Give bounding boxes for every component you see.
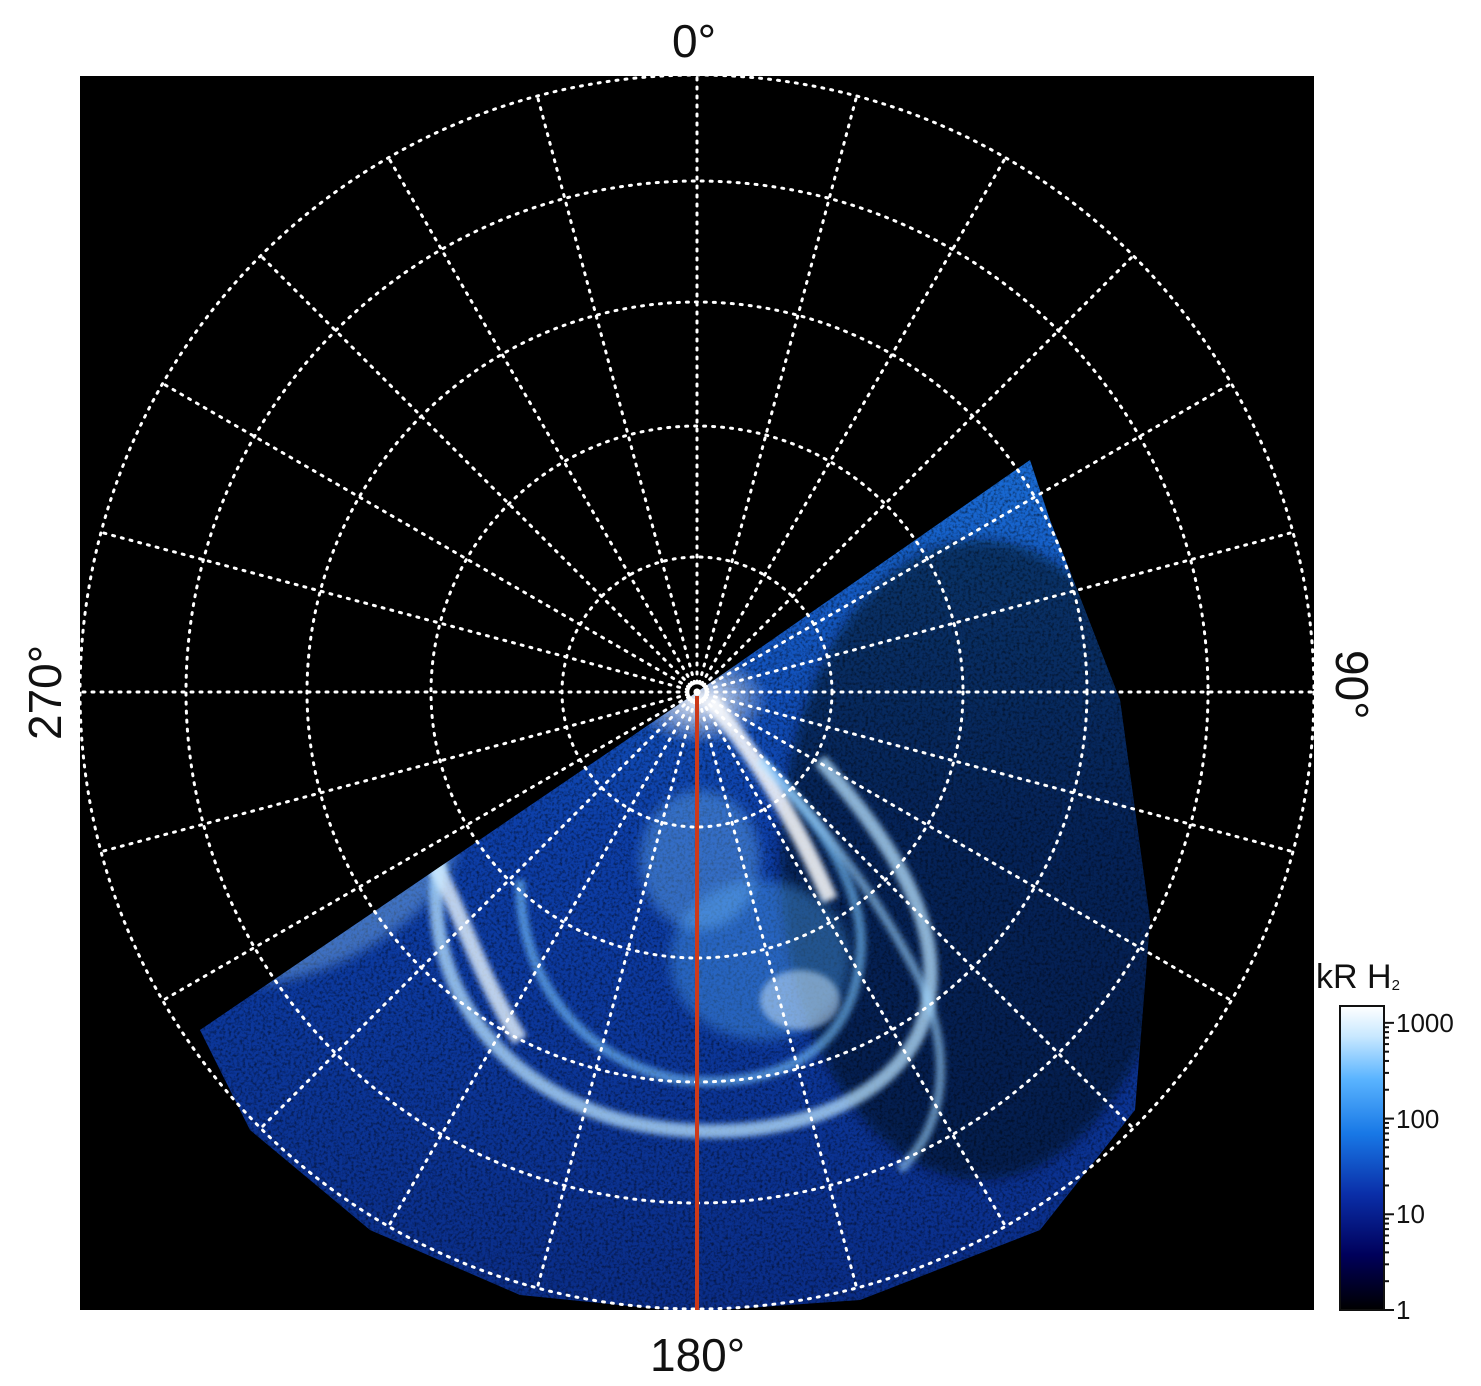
label-180-deg: 180° (650, 1329, 746, 1381)
label-90-deg: 90° (1326, 650, 1378, 720)
colorbar-title-text: kR H (1316, 958, 1392, 996)
label-270-deg: 270° (19, 644, 71, 740)
colorbar-tick-label: 1 (1396, 1295, 1411, 1325)
colorbar (1339, 1005, 1385, 1311)
colorbar-ticks (1384, 1021, 1394, 1311)
colorbar-tick-label: 10 (1396, 1199, 1425, 1230)
colorbar-tick-label: 1000 (1396, 1007, 1454, 1038)
colorbar-tick-label: 100 (1396, 1103, 1440, 1134)
colorbar-title: kR H2 (1316, 958, 1400, 997)
colorbar-title-subscript: 2 (1391, 977, 1400, 994)
label-0-deg: 0° (672, 15, 716, 67)
